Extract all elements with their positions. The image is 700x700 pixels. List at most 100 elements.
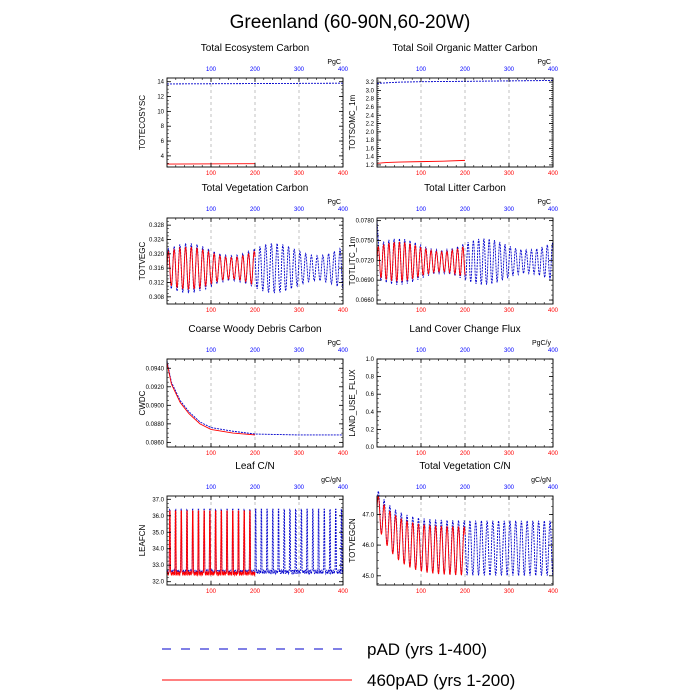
series-line-pad: [166, 82, 344, 85]
chart-panel-5: Coarse Woody Debris Carbon PgC CWDC 100 200 3…: [138, 324, 349, 457]
series-line-460pad: [166, 246, 256, 290]
x-tick-label-bottom: 100: [416, 171, 427, 177]
y-tick-label: 37.0: [152, 497, 164, 503]
y-tick-label: 14: [157, 80, 164, 86]
x-tick-label-top: 400: [548, 67, 559, 73]
x-tick-label-top: 100: [206, 348, 217, 354]
series-line-460pad: [376, 495, 466, 576]
y-tick-label: 36.0: [152, 514, 164, 520]
y-tick-label: 0.0660: [356, 298, 375, 304]
x-tick-label-bottom: 100: [416, 589, 427, 595]
x-tick-label-bottom: 100: [206, 451, 217, 457]
series-line-pad: [376, 80, 554, 84]
y-tick-label: 0.328: [149, 223, 165, 229]
x-tick-label-top: 300: [294, 67, 305, 73]
x-tick-label-top: 200: [250, 67, 261, 73]
y-tick-label: 46.0: [362, 543, 374, 549]
y-tick-label: 0.316: [149, 266, 165, 272]
series-line-pad: [166, 360, 343, 436]
x-tick-label-top: 300: [294, 348, 305, 354]
y-axis-label: TOTSOMC_1m: [348, 94, 357, 150]
series-line-460pad: [166, 510, 256, 577]
x-tick-label-bottom: 300: [294, 308, 305, 314]
y-tick-label: 1.8: [366, 138, 375, 144]
units-label: gC/gN: [321, 477, 341, 484]
y-tick-label: 0.0690: [356, 278, 375, 284]
y-axis-label: TOTLITC_1m: [348, 236, 357, 285]
y-tick-label: 2.2: [366, 122, 375, 128]
legend-label-pad: pAD (yrs 1-400): [367, 640, 487, 659]
units-label: PgC: [327, 199, 341, 206]
x-tick-label-bottom: 300: [294, 589, 305, 595]
y-tick-label: 0.320: [149, 252, 165, 258]
panel-title: Total Ecosystem Carbon: [201, 43, 309, 54]
y-tick-label: 0.0940: [146, 366, 165, 372]
x-tick-label-top: 300: [504, 207, 515, 213]
x-tick-label-bottom: 100: [206, 308, 217, 314]
x-tick-label-top: 100: [206, 67, 217, 73]
x-tick-label-top: 200: [250, 348, 261, 354]
y-axis-label: TOTVEGC: [138, 242, 147, 281]
panel-title: Total Vegetation C/N: [419, 461, 510, 472]
units-label: gC/gN: [531, 477, 551, 484]
x-tick-label-bottom: 200: [250, 589, 261, 595]
legend: pAD (yrs 1-400) 460pAD (yrs 1-200): [162, 640, 515, 690]
chart-panel-6: Land Cover Change Flux PgC/y LAND_USE_FLUX…: [348, 324, 559, 457]
y-tick-label: 0.324: [149, 238, 165, 244]
units-label: PgC: [327, 340, 341, 347]
x-tick-label-top: 400: [548, 485, 559, 491]
y-tick-label: 47.0: [362, 512, 374, 518]
y-tick-label: 6: [161, 139, 165, 145]
y-axis-label: LAND_USE_FLUX: [348, 369, 357, 437]
y-tick-label: 12: [157, 95, 164, 101]
y-tick-label: 0.4: [366, 410, 375, 416]
x-tick-label-top: 300: [294, 207, 305, 213]
units-label: PgC: [537, 199, 551, 206]
x-tick-label-top: 300: [504, 485, 515, 491]
y-tick-label: 32.0: [152, 580, 164, 586]
x-tick-label-top: 400: [548, 207, 559, 213]
y-tick-label: 0.6: [366, 392, 375, 398]
y-tick-label: 0.8: [366, 375, 375, 381]
x-tick-label-top: 400: [338, 67, 349, 73]
panel-title: Land Cover Change Flux: [409, 324, 520, 335]
x-tick-label-bottom: 400: [548, 451, 559, 457]
x-tick-label-bottom: 300: [504, 308, 515, 314]
x-tick-label-bottom: 300: [504, 589, 515, 595]
x-tick-label-top: 200: [460, 207, 471, 213]
x-tick-label-bottom: 100: [416, 451, 427, 457]
y-tick-label: 33.0: [152, 563, 164, 569]
x-tick-label-bottom: 400: [548, 171, 559, 177]
y-tick-label: 0.0880: [146, 422, 165, 428]
x-tick-label-bottom: 200: [460, 451, 471, 457]
x-tick-label-bottom: 400: [548, 589, 559, 595]
y-tick-label: 0.0860: [146, 440, 165, 446]
y-tick-label: 10: [157, 109, 164, 115]
y-tick-label: 0.0780: [356, 219, 375, 225]
x-tick-label-bottom: 300: [504, 451, 515, 457]
x-tick-label-top: 100: [206, 485, 217, 491]
y-axis-label: LEAFCN: [138, 524, 147, 556]
x-tick-label-top: 300: [294, 485, 305, 491]
x-tick-label-top: 300: [504, 348, 515, 354]
y-tick-label: 0.0720: [356, 258, 375, 264]
x-tick-label-bottom: 200: [460, 308, 471, 314]
x-tick-label-top: 400: [548, 348, 559, 354]
x-tick-label-bottom: 400: [548, 308, 559, 314]
y-tick-label: 0.0900: [146, 403, 165, 409]
x-tick-label-bottom: 300: [294, 451, 305, 457]
x-tick-label-bottom: 400: [338, 451, 349, 457]
y-tick-label: 1.6: [366, 146, 375, 152]
y-tick-label: 3.2: [366, 80, 375, 86]
x-tick-label-top: 400: [338, 207, 349, 213]
y-tick-label: 2.8: [366, 97, 375, 103]
y-tick-label: 1.4: [366, 155, 375, 161]
y-tick-label: 1.2: [366, 163, 375, 169]
x-tick-label-bottom: 200: [250, 171, 261, 177]
x-tick-label-top: 100: [206, 207, 217, 213]
panel-title: Total Litter Carbon: [424, 183, 506, 194]
panel-title: Coarse Woody Debris Carbon: [188, 324, 321, 335]
series-line-pad: [166, 508, 344, 576]
x-tick-label-top: 200: [460, 485, 471, 491]
